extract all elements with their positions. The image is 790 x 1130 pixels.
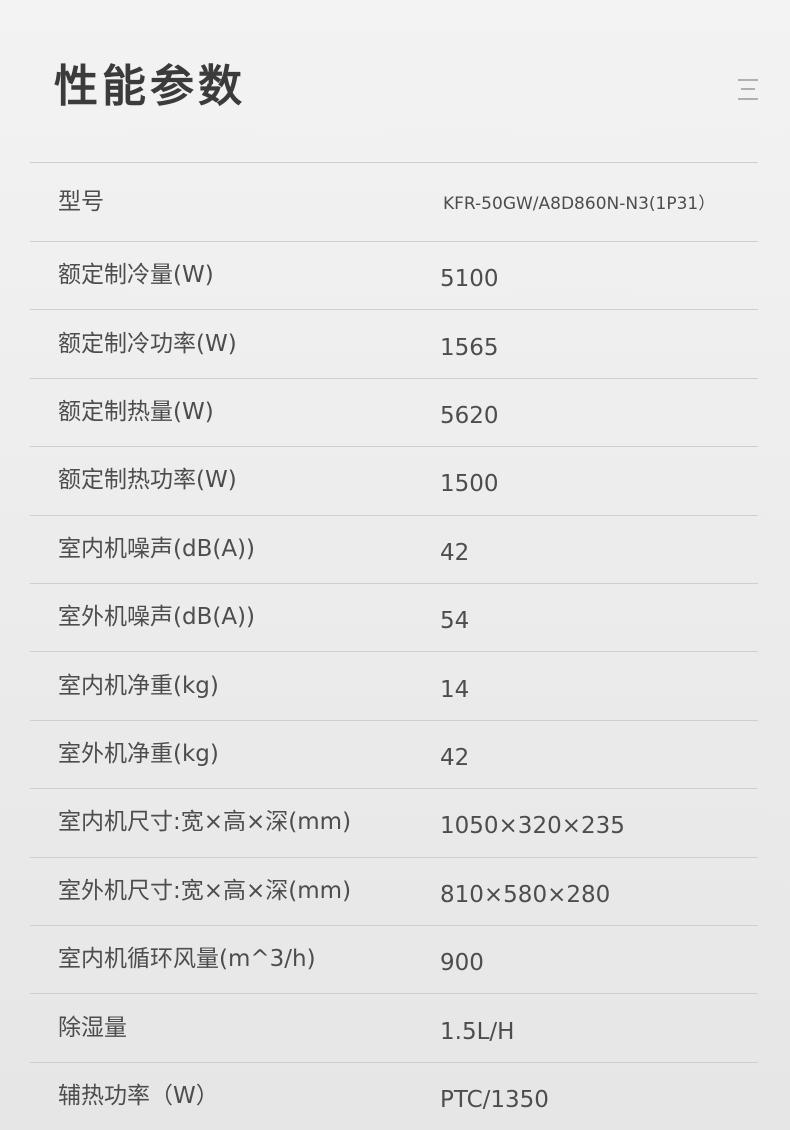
- row-label: 额定制热功率(W): [58, 467, 237, 494]
- row-label: 额定制热量(W): [58, 399, 214, 425]
- row-value: PTC/1350: [440, 1087, 549, 1113]
- row-divider: [30, 583, 758, 584]
- row-value: 42: [440, 539, 470, 566]
- row-divider: [30, 377, 758, 379]
- row-value: KFR-50GW/A8D860N-N3(1P31）: [443, 193, 716, 214]
- row-value: 1565: [440, 334, 499, 361]
- row-label: 额定制冷量(W): [58, 262, 214, 289]
- row-label: 室外机噪声(dB(A)): [58, 604, 256, 631]
- row-value: 14: [440, 676, 470, 703]
- row-divider: [30, 993, 758, 995]
- row-value: 1.5L/H: [440, 1018, 515, 1045]
- row-divider: [30, 446, 758, 448]
- row-label: 室内机净重(kg): [58, 672, 219, 699]
- row-label: 室内机尺寸:宽×高×深(mm): [58, 809, 352, 836]
- row-divider: [30, 719, 758, 721]
- row-divider: [30, 856, 758, 858]
- row-label: 额定制冷功率(W): [58, 330, 237, 357]
- row-value: 42: [440, 745, 470, 771]
- row-divider: [30, 309, 758, 311]
- row-divider: [30, 241, 758, 242]
- row-value: 5620: [440, 403, 499, 429]
- page-title: 性能参数: [54, 61, 246, 112]
- row-value: 810×580×280: [440, 881, 611, 908]
- row-divider: [30, 788, 758, 790]
- row-label: 室外机净重(kg): [58, 741, 219, 767]
- row-divider: [30, 1061, 758, 1063]
- row-label: 型号: [58, 188, 104, 215]
- row-divider: [30, 514, 758, 516]
- row-value: 1050×320×235: [440, 813, 625, 840]
- row-value: 54: [440, 608, 470, 635]
- row-label: 室内机循环风量(m^3/h): [58, 946, 316, 973]
- row-label: 辅热功率（W）: [58, 1083, 219, 1109]
- row-value: 900: [440, 950, 484, 977]
- row-label: 室内机噪声(dB(A)): [58, 535, 256, 562]
- header-rule: [30, 162, 758, 163]
- row-label: 除湿量: [58, 1014, 127, 1041]
- row-divider: [30, 925, 758, 926]
- menu-icon: [738, 79, 758, 100]
- row-value: 5100: [440, 266, 499, 293]
- row-value: 1500: [440, 471, 499, 498]
- row-label: 室外机尺寸:宽×高×深(mm): [58, 877, 352, 904]
- row-divider: [30, 651, 758, 653]
